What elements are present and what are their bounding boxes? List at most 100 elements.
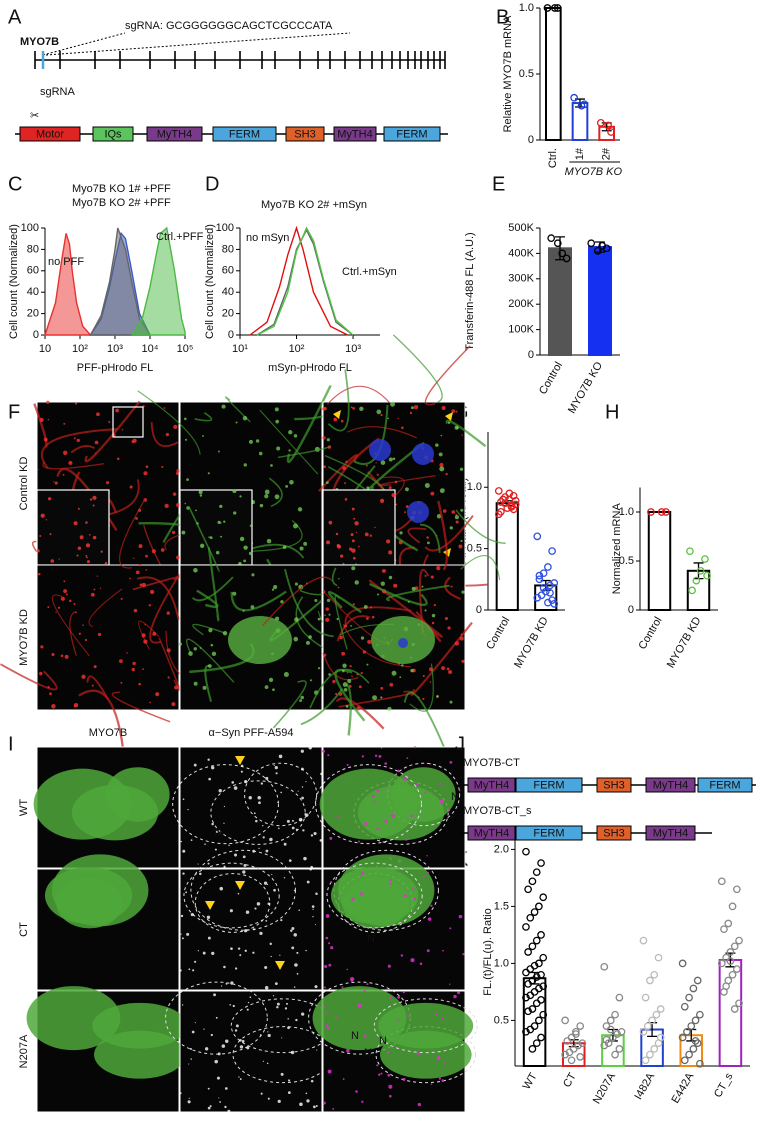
- image-speck: [174, 685, 179, 690]
- image-speck: [142, 668, 144, 671]
- domain-label: FERM: [533, 827, 564, 839]
- image-speck: [341, 986, 344, 988]
- data-point: [539, 893, 548, 902]
- data-point: [602, 1035, 611, 1044]
- zoom-lines: [42, 32, 351, 56]
- image-speck: [328, 942, 331, 945]
- image-speck: [276, 446, 281, 451]
- image-speck: [351, 675, 353, 677]
- data-point: [532, 1039, 541, 1048]
- image-speck: [275, 772, 278, 775]
- image-speck: [274, 982, 278, 986]
- x-tick-label: 10⁵: [177, 343, 194, 355]
- image-speck: [97, 632, 102, 637]
- image-speck: [366, 663, 369, 666]
- image-speck: [397, 417, 399, 420]
- image-speck: [380, 460, 386, 465]
- image-speck: [194, 1022, 196, 1024]
- image-speck: [176, 555, 180, 560]
- image-speck: [231, 781, 235, 784]
- image-speck: [426, 536, 429, 539]
- domain-box: [645, 825, 696, 841]
- image-speck: [323, 1006, 325, 1008]
- image-speck: [320, 772, 323, 776]
- image-speck: [47, 418, 50, 421]
- image-speck: [300, 695, 304, 700]
- image-speck: [323, 1101, 326, 1105]
- image-speck: [351, 539, 355, 543]
- image-speck: [430, 904, 433, 907]
- image-speck: [361, 755, 365, 758]
- image-neurite: [259, 409, 319, 475]
- x-tick-label: CT: [561, 1071, 579, 1090]
- bar: [545, 7, 562, 141]
- data-point: [565, 1048, 574, 1057]
- domain-box: [333, 126, 377, 142]
- image-speck: [414, 746, 417, 749]
- image-neurite: [331, 567, 338, 587]
- image-speck: [50, 559, 55, 563]
- image-speck: [387, 706, 392, 711]
- data-point: [546, 581, 554, 590]
- image-speck: [290, 929, 293, 933]
- data-point: [543, 4, 552, 12]
- image-speck: [214, 1059, 218, 1064]
- image-speck: [54, 481, 58, 485]
- data-point: [558, 249, 567, 258]
- image-speck: [293, 434, 298, 438]
- y-tick-label: 100: [21, 222, 39, 234]
- y-tick-label: 40: [222, 286, 234, 298]
- cell-outline: [190, 849, 296, 931]
- image-speck: [254, 907, 257, 910]
- image-speck: [301, 1012, 305, 1016]
- image-speck: [401, 426, 404, 430]
- image-speck: [161, 465, 164, 468]
- image-neurite: [119, 498, 146, 569]
- image-speck: [309, 1002, 312, 1004]
- data-point: [563, 1037, 572, 1045]
- image-speck: [292, 523, 298, 529]
- image-speck: [121, 429, 124, 431]
- image-speck: [282, 545, 287, 550]
- image-speck: [346, 763, 349, 766]
- domain-box: [146, 126, 203, 142]
- image-speck: [285, 1002, 288, 1005]
- data-point: [607, 128, 615, 136]
- image-speck: [317, 667, 321, 670]
- inset-frame: [36, 489, 110, 566]
- image-speck: [40, 513, 45, 518]
- image-speck: [459, 636, 464, 641]
- data-point: [646, 976, 654, 985]
- data-point: [587, 239, 596, 248]
- domain-box: [596, 825, 632, 841]
- image-speck: [371, 794, 375, 798]
- image-speck: [91, 684, 94, 687]
- image-speck: [192, 969, 195, 972]
- cell-outline: [315, 764, 422, 845]
- image-speck: [176, 469, 180, 473]
- image-speck: [376, 473, 379, 476]
- image-speck: [229, 1004, 231, 1006]
- data-point: [572, 1027, 580, 1036]
- image-speck: [458, 914, 463, 919]
- image-speck: [164, 503, 169, 508]
- data-point: [606, 1016, 615, 1025]
- image-speck: [206, 915, 211, 919]
- image-speck: [429, 763, 432, 765]
- nucleus: [407, 501, 429, 523]
- image-speck: [402, 1077, 406, 1081]
- image-speck: [89, 534, 91, 536]
- image-speck: [330, 946, 334, 950]
- inset-frame: [322, 489, 396, 566]
- row-label: Control KD: [18, 457, 30, 511]
- panel-label: A: [8, 6, 22, 28]
- image-speck: [377, 593, 380, 596]
- image-speck: [283, 842, 287, 846]
- nucleus-mark: N: [379, 1035, 387, 1047]
- image-speck: [202, 951, 206, 955]
- image-neurite: [108, 479, 140, 516]
- image-speck: [216, 1076, 220, 1080]
- y-tick-label: 400K: [508, 247, 534, 259]
- image-speck: [180, 933, 182, 935]
- image-speck: [359, 406, 364, 411]
